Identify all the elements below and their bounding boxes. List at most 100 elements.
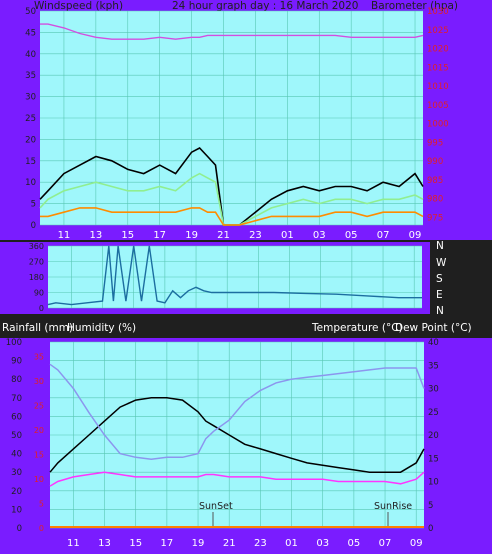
- time-tick-label: 03: [316, 538, 329, 549]
- barometer-tick-label: 1000: [427, 120, 449, 130]
- windspeed-tick-label: 25: [25, 114, 36, 124]
- direction-tick-label: 360: [29, 242, 44, 251]
- temperature-tick-label: 40: [428, 338, 439, 348]
- time-tick-label: 15: [121, 230, 134, 241]
- windspeed-tick-label: 0: [31, 221, 36, 231]
- rainfall-tick-label: 0: [39, 524, 44, 533]
- time-tick-label: 23: [254, 538, 267, 549]
- temp-series: [49, 363, 425, 528]
- direction-tick-label: 180: [29, 273, 44, 282]
- time-tick-label: 23: [249, 230, 262, 241]
- barometer-tick-label: 1015: [427, 63, 449, 73]
- time-tick-label: 19: [192, 538, 205, 549]
- compass-frame: [430, 242, 492, 314]
- time-tick-label: 17: [161, 538, 174, 549]
- humidity-line: [49, 363, 425, 460]
- time-tick-label: 03: [313, 230, 326, 241]
- windspeed-tick-label: 10: [25, 178, 36, 188]
- time-tick-label: 05: [348, 538, 361, 549]
- wind-minimum-line: [40, 207, 424, 226]
- humidity-tick-label: 70: [11, 394, 22, 404]
- humidity-tick-label: 100: [6, 338, 22, 348]
- windspeed-axis-title: Windspeed (kph): [34, 0, 123, 12]
- temperature-tick-label: 15: [428, 454, 439, 464]
- temperature-tick-label: 30: [428, 385, 439, 395]
- time-tick-label: 11: [58, 230, 71, 241]
- barometer-tick-label: 990: [427, 157, 443, 167]
- time-tick-label: 07: [379, 538, 392, 549]
- dew-point-line: [49, 471, 425, 487]
- rainfall-tick-label: 15: [34, 451, 44, 460]
- direction-axis-ticks: 360 270 180 90 0: [29, 242, 44, 313]
- time-tick-label: 13: [89, 230, 102, 241]
- temperature-tick-label: 20: [428, 431, 439, 441]
- windspeed-tick-label: 5: [31, 200, 36, 210]
- wind-axis-ticks: 0510152025303540455097598098599099510001…: [25, 7, 448, 241]
- time-tick-label: 11: [67, 538, 80, 549]
- sunrise-label: SunRise: [374, 501, 412, 512]
- time-tick-label: 09: [410, 538, 423, 549]
- rainfall-axis-title: Rainfall (mm): [2, 322, 73, 334]
- bottom-label-strip: [0, 316, 492, 338]
- windspeed-tick-label: 40: [25, 50, 36, 60]
- barometer-tick-label: 980: [427, 195, 443, 205]
- barometer-tick-label: 1030: [427, 7, 449, 17]
- direction-tick-label: 0: [39, 304, 44, 313]
- barometer-line: [40, 23, 424, 40]
- temperature-tick-label: 0: [428, 524, 433, 534]
- humidity-axis-title: Humidity (%): [67, 322, 136, 334]
- barometer-tick-label: 1005: [427, 101, 449, 111]
- time-tick-label: 05: [345, 230, 358, 241]
- wind-grid: [40, 10, 423, 226]
- sunset-label: SunSet: [199, 501, 233, 512]
- wind-series: [39, 23, 424, 226]
- time-tick-label: 21: [217, 230, 230, 241]
- time-tick-label: 19: [185, 230, 198, 241]
- barometer-axis-title: Barometer (hpa): [371, 0, 458, 12]
- barometer-tick-label: 995: [427, 138, 443, 148]
- direction-series: [47, 245, 422, 306]
- windspeed-tick-label: 45: [25, 28, 36, 38]
- humidity-tick-label: 80: [11, 375, 22, 385]
- windspeed-tick-label: 50: [25, 7, 36, 17]
- rainfall-tick-label: 30: [34, 377, 44, 386]
- compass-label-n-bottom: N: [436, 305, 444, 317]
- temperature-tick-label: 10: [428, 478, 439, 488]
- rainfall-tick-label: 20: [34, 426, 44, 435]
- compass-label-s: S: [436, 273, 443, 285]
- humidity-tick-label: 60: [11, 412, 22, 422]
- rainfall-tick-label: 5: [39, 500, 44, 509]
- compass-label-n-top: N: [436, 240, 444, 252]
- barometer-tick-label: 1025: [427, 26, 449, 36]
- time-tick-label: 17: [153, 230, 166, 241]
- humidity-tick-label: 10: [11, 505, 22, 515]
- graph-title: 24 hour graph day : 16 March 2020: [172, 0, 358, 12]
- humidity-tick-label: 90: [11, 357, 22, 367]
- temperature-axis-title: Temperature (°C): [311, 322, 403, 334]
- windspeed-tick-label: 30: [25, 93, 36, 103]
- dewpoint-axis-title: Dew Point (°C): [395, 322, 472, 334]
- temperature-line: [49, 397, 425, 473]
- time-tick-label: 01: [281, 230, 294, 241]
- direction-tick-label: 270: [29, 258, 44, 267]
- rainfall-tick-label: 35: [34, 353, 44, 362]
- temperature-tick-label: 25: [428, 408, 439, 418]
- temperature-tick-label: 35: [428, 361, 439, 371]
- wind-gust-line: [39, 147, 424, 226]
- windspeed-tick-label: 35: [25, 71, 36, 81]
- time-tick-label: 15: [129, 538, 142, 549]
- windspeed-tick-label: 15: [25, 157, 36, 167]
- direction-tick-label: 90: [34, 289, 44, 298]
- humidity-tick-label: 0: [17, 524, 22, 534]
- humidity-tick-label: 20: [11, 487, 22, 497]
- humidity-tick-label: 40: [11, 450, 22, 460]
- barometer-tick-label: 1020: [427, 45, 449, 55]
- compass-label-e: E: [436, 289, 443, 301]
- time-tick-label: 09: [409, 230, 422, 241]
- barometer-tick-label: 1010: [427, 82, 449, 92]
- humidity-tick-label: 30: [11, 468, 22, 478]
- time-tick-label: 01: [285, 538, 298, 549]
- rainfall-tick-label: 25: [34, 402, 44, 411]
